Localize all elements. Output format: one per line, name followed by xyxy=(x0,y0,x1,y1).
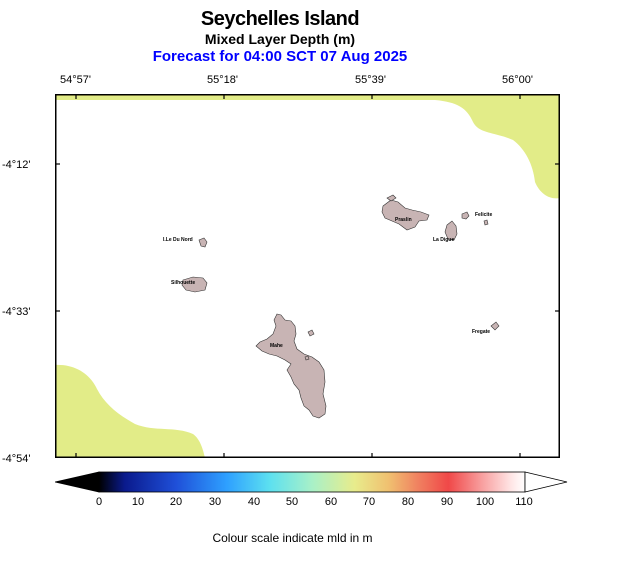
island-silhouette xyxy=(181,276,208,293)
colorbar-tick: 40 xyxy=(247,496,261,508)
island-mahe xyxy=(255,313,327,419)
colorbar-tick: 10 xyxy=(131,496,145,508)
colorbar-tick: 80 xyxy=(401,496,415,508)
place-label: Felicite xyxy=(475,212,492,218)
lat-label: -4°33' xyxy=(2,306,31,318)
island-ile-du-nord xyxy=(198,237,208,248)
colorbar-high-arrow xyxy=(524,471,568,493)
island-praslin-islet xyxy=(307,329,315,337)
lon-label: 55°39' xyxy=(355,74,386,86)
forecast-time: Forecast for 04:00 SCT 07 Aug 2025 xyxy=(152,48,408,65)
colorbar-tick: 70 xyxy=(362,496,376,508)
colorbar-scale xyxy=(98,471,526,493)
colorbar-tick: 60 xyxy=(324,496,338,508)
colorbar-tick: 90 xyxy=(440,496,454,508)
place-label: La Digue xyxy=(433,237,454,243)
colorbar-tick: 30 xyxy=(208,496,222,508)
place-label: Silhouette xyxy=(171,280,195,286)
island-la-digue xyxy=(444,220,458,241)
map-subtitle: Mixed Layer Depth (m) xyxy=(204,31,356,47)
colorbar-tick: 50 xyxy=(285,496,299,508)
island-fregate xyxy=(490,321,500,331)
colorbar-caption: Colour scale indicate mld in m xyxy=(212,531,373,545)
lon-label: 56°00' xyxy=(502,74,533,86)
map-panel: I.Le Du Nord Silhouette Praslin Felicite… xyxy=(55,94,560,458)
colorbar-tick: 20 xyxy=(169,496,183,508)
place-label: I.Le Du Nord xyxy=(163,237,193,243)
island-felicite xyxy=(461,211,470,220)
island-coco xyxy=(483,219,489,226)
map-title: Seychelles Island xyxy=(200,8,360,30)
colorbar xyxy=(55,471,568,493)
colorbar-tick: 110 xyxy=(515,496,533,508)
place-label: Mahe xyxy=(270,343,283,349)
place-label: Fregate xyxy=(472,329,490,335)
colorbar-tick: 0 xyxy=(95,496,103,508)
lat-label: -4°54' xyxy=(2,453,31,465)
lon-label: 55°18' xyxy=(207,74,238,86)
lat-label: -4°12' xyxy=(2,159,31,171)
map-frame xyxy=(55,94,560,458)
lon-label: 54°57' xyxy=(60,74,91,86)
colorbar-tick: 100 xyxy=(475,496,495,508)
place-label: Praslin xyxy=(395,217,412,223)
island-curieuse xyxy=(386,194,397,202)
colorbar-low-arrow xyxy=(55,471,100,493)
mld-region-top xyxy=(55,94,560,199)
island-mahe-islet xyxy=(304,355,310,361)
island-praslin xyxy=(381,199,430,231)
mld-region-bottom-left xyxy=(55,364,205,458)
axis-ticks xyxy=(55,94,560,458)
